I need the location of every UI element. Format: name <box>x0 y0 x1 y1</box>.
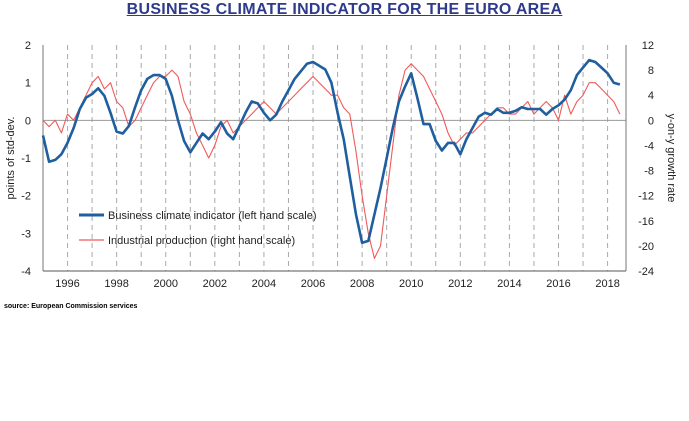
x-tick-label: 2006 <box>301 278 325 290</box>
x-tick-label: 1996 <box>55 278 79 290</box>
source-note: source: European Commission services <box>4 303 138 310</box>
x-ticks: 1996 1998 2000 2002 2004 2006 2008 2010 2012 2014… <box>55 278 620 290</box>
y-tick-right-label: 4 <box>648 90 654 102</box>
y-tick-right-label: -4 <box>644 140 654 152</box>
y-tick-left-label: -3 <box>21 228 31 240</box>
x-tick-label: 2012 <box>448 278 472 290</box>
legend: Business climate indicator (left hand sc… <box>79 210 316 247</box>
y-tick-left-label: 2 <box>25 40 31 52</box>
y-tick-right-label: -12 <box>638 191 654 203</box>
y-tick-left-label: -4 <box>21 266 31 278</box>
legend-label-ip: Industrial production (right hand scale) <box>108 235 295 247</box>
y-tick-right-label: -24 <box>638 266 654 278</box>
y-tick-left-label: 0 <box>25 115 31 127</box>
y-tick-right-label: -16 <box>638 216 654 228</box>
x-tick-label: 2000 <box>153 278 177 290</box>
y-ticks-right: 12 8 4 0 -4 -8 -12 -16 -20 -24 <box>638 40 654 278</box>
x-tick-label: 2010 <box>399 278 423 290</box>
y-tick-right-label: 0 <box>648 115 654 127</box>
y-ticks-left: 2 1 0 -1 -2 -3 -4 <box>21 40 31 278</box>
y-tick-right-label: 8 <box>648 65 654 77</box>
x-tick-label: 1998 <box>104 278 128 290</box>
y-tick-left-label: -2 <box>21 191 31 203</box>
chart-title: BUSINESS CLIMATE INDICATOR FOR THE EURO … <box>126 1 563 18</box>
series-group <box>41 58 621 259</box>
y-tick-left-label: 1 <box>25 78 31 90</box>
x-tick-label: 2016 <box>546 278 570 290</box>
y-axis-label-right: y-on-y growth rate <box>665 114 677 203</box>
y-tick-left-label: -1 <box>21 153 31 165</box>
y-tick-right-label: -20 <box>638 241 654 253</box>
x-tick-label: 2018 <box>595 278 619 290</box>
legend-label-bci: Business climate indicator (left hand sc… <box>108 210 316 222</box>
y-tick-right-label: 12 <box>642 40 654 52</box>
x-tick-label: 2008 <box>350 278 374 290</box>
series-line-industrial-production <box>42 63 621 259</box>
y-tick-right-label: -8 <box>644 166 654 178</box>
x-tick-label: 2002 <box>203 278 227 290</box>
x-tick-label: 2004 <box>252 278 276 290</box>
y-axis-label-left: points of std-dev. <box>5 117 17 200</box>
series-line-business-climate <box>41 58 621 245</box>
x-tick-label: 2014 <box>497 278 521 290</box>
